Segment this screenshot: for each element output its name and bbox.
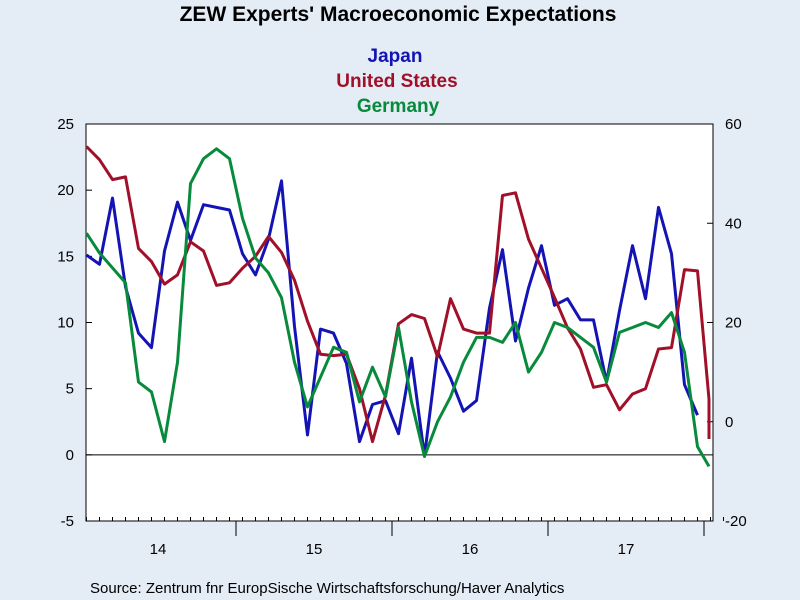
axes: -5 0 5 10 15 20 25 -20 0 20 40 60 14 15 16 17: [57, 116, 746, 558]
source-note: Source: Zentrum fnr EuropSische Wirtscha…: [90, 580, 564, 597]
right-axis-tick-label: 60: [725, 116, 742, 133]
series-line-japan: [85, 179, 699, 458]
legend-united-states: United States: [336, 71, 457, 92]
left-axis-tick-label: -5: [61, 513, 74, 530]
series-line-germany: [85, 147, 711, 468]
left-axis-tick-label: 5: [66, 381, 74, 398]
x-axis-tick-label: 17: [618, 541, 635, 558]
legend-japan: Japan: [368, 46, 423, 67]
right-axis-tick-label: 20: [725, 315, 742, 332]
x-axis-tick-label: 16: [462, 541, 479, 558]
right-axis-tick-label: 0: [725, 414, 733, 431]
left-axis-tick-label: 10: [57, 315, 74, 332]
left-axis-tick-label: 25: [57, 116, 74, 133]
left-axis-tick-label: 15: [57, 248, 74, 265]
series-line-united-states: [85, 145, 711, 444]
left-axis-tick-label: 20: [57, 182, 74, 199]
x-axis-tick-label: 14: [150, 541, 167, 558]
x-axis-tick-label: 15: [306, 541, 323, 558]
left-axis-tick-label: 0: [66, 447, 74, 464]
right-axis-tick-label: -20: [725, 513, 747, 530]
chart-title: ZEW Experts' Macroeconomic Expectations: [180, 3, 617, 26]
right-axis-tick-label: 40: [725, 215, 742, 232]
legend-germany: Germany: [357, 96, 440, 117]
series-lines: [85, 145, 711, 468]
